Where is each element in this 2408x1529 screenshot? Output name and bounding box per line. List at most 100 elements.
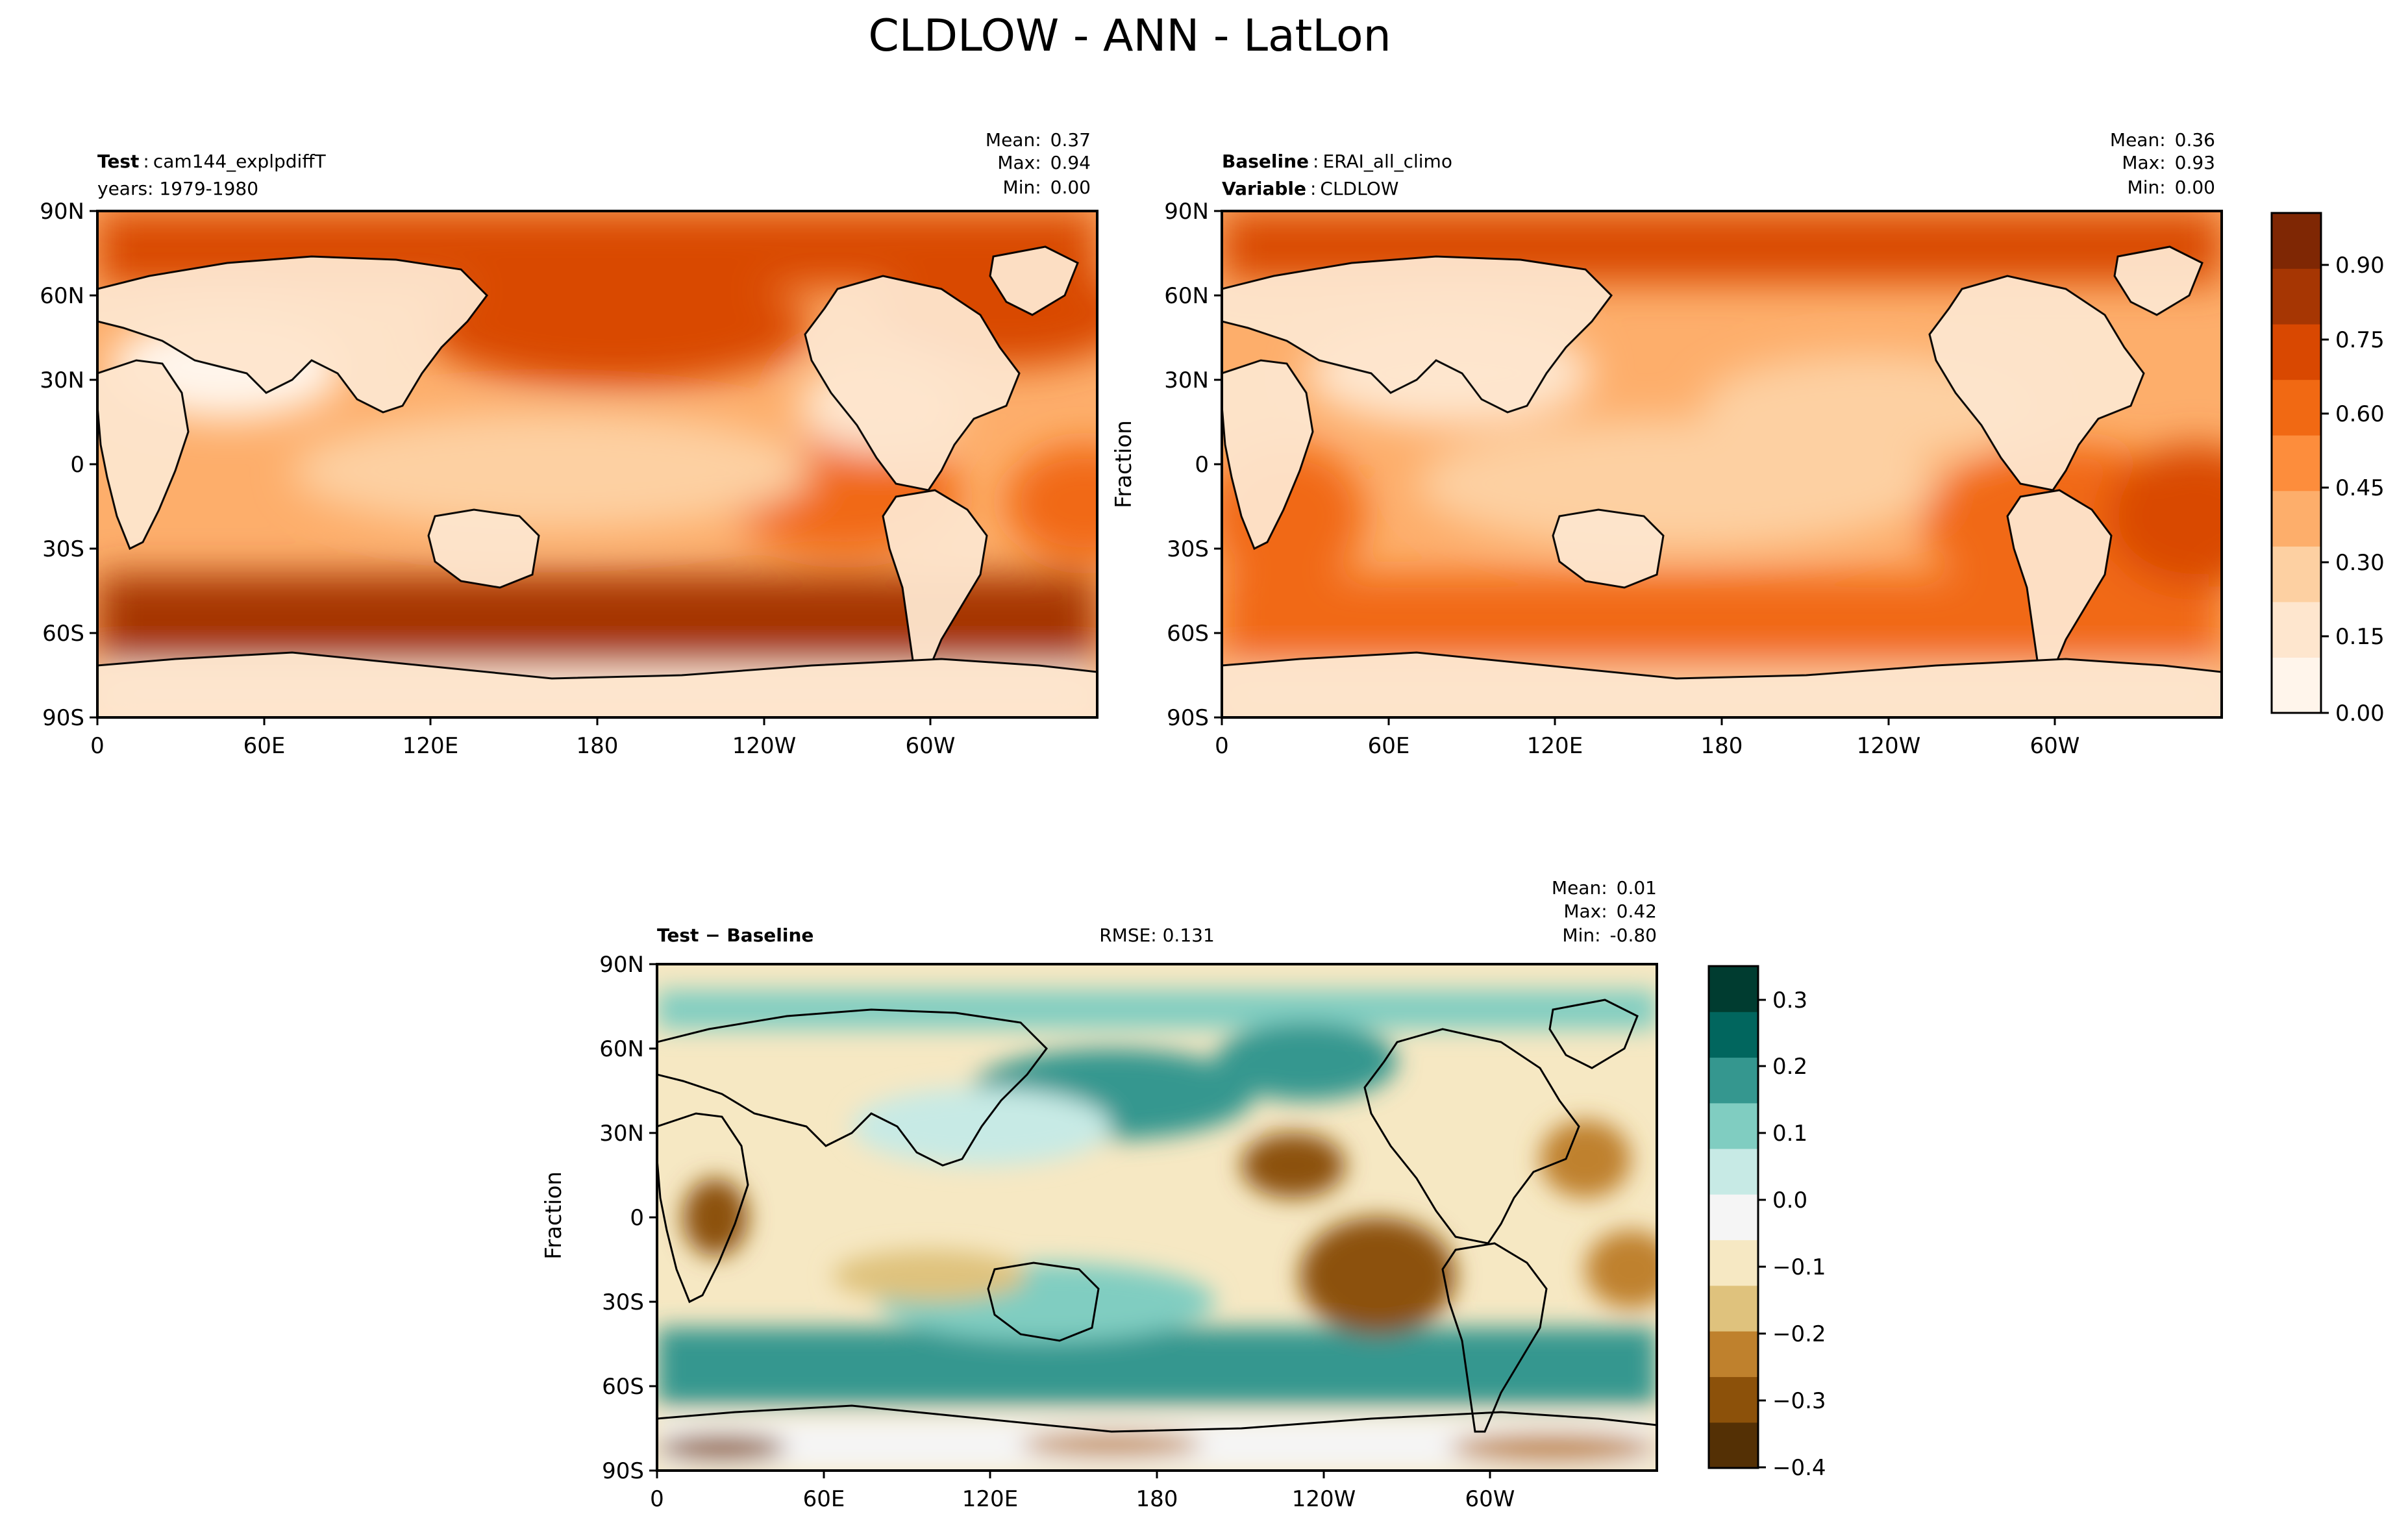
top-colorbar-tick: 0.15 — [2335, 624, 2385, 650]
top-colorbar-tick: 0.75 — [2335, 327, 2385, 353]
baseline-lat-tick: 0 — [1195, 452, 1209, 478]
baseline-lat-ticks: 90N 60N 30N 0 30S 60S 90S — [1164, 199, 1222, 731]
diff-lat-tick: 90S — [602, 1458, 644, 1484]
top-colorbar-frame — [2270, 212, 2322, 714]
diff-colorbar-segments — [1709, 966, 1758, 1469]
diff-ylabel: Fraction — [541, 1171, 567, 1260]
top-colorbar-segment — [2272, 490, 2321, 547]
baseline-ylabel: Fraction — [1111, 420, 1137, 508]
diff-colorbar-tick: −0.2 — [1772, 1321, 1826, 1347]
diff-colorbar-segment — [1709, 1102, 1758, 1149]
diff-stat-max: Max: 0.42 — [1563, 901, 1657, 922]
baseline-label: Baseline: ERAI_all_climo — [1222, 151, 1452, 172]
diff-lat-tick: 30S — [602, 1289, 644, 1315]
diff-colorbar-tick: −0.1 — [1772, 1254, 1826, 1280]
test-panel: Test: cam144_explpdiffT years: 1979-1980 … — [40, 129, 1098, 759]
test-lat-tick: 90N — [40, 199, 84, 225]
top-colorbar-tick: 0.60 — [2335, 401, 2385, 427]
baseline-lat-tick: 30N — [1164, 367, 1209, 393]
diff-colorbar-segment — [1709, 1285, 1758, 1332]
baseline-stat-mean: Mean: 0.36 — [2110, 129, 2215, 151]
diff-rmse: RMSE: 0.131 — [1099, 925, 1215, 946]
baseline-lat-tick: 60S — [1167, 621, 1209, 647]
diff-lon-tick: 120W — [1292, 1486, 1356, 1512]
test-lon-tick: 120W — [732, 733, 797, 759]
diff-colorbar-segment — [1709, 1012, 1758, 1058]
diff-colorbar-segment — [1709, 1376, 1758, 1423]
diff-lat-tick: 90N — [599, 952, 644, 978]
top-colorbar-tick: 0.45 — [2335, 475, 2385, 501]
test-lat-tick: 30N — [40, 367, 84, 393]
diff-colorbar-tick: 0.2 — [1772, 1054, 1807, 1080]
baseline-lat-tick: 90N — [1164, 199, 1209, 225]
diff-lat-tick: 60S — [602, 1374, 644, 1400]
test-stat-mean: Mean: 0.37 — [986, 129, 1091, 151]
top-colorbar-tick: 0.00 — [2335, 701, 2385, 727]
diff-colorbar-tick: −0.4 — [1772, 1455, 1826, 1481]
baseline-lon-tick: 0 — [1215, 733, 1229, 759]
diff-lon-tick: 60E — [803, 1486, 845, 1512]
baseline-lat-tick: 60N — [1164, 283, 1209, 309]
diff-lon-tick: 120E — [962, 1486, 1018, 1512]
top-colorbar-segment — [2272, 601, 2321, 658]
diff-panel: Test − Baseline RMSE: 0.131 Mean: 0.01 Ma… — [541, 877, 1658, 1512]
baseline-lon-tick: 60W — [2030, 733, 2080, 759]
test-map — [97, 211, 1097, 717]
baseline-stats: Mean: 0.36 Max: 0.93 Min: 0.00 — [2110, 129, 2215, 198]
diff-colorbar-frame — [1707, 965, 1759, 1469]
top-colorbar-segment — [2272, 435, 2321, 491]
test-lat-tick: 0 — [70, 452, 84, 478]
diff-lat-ticks: 90N 60N 30N 0 30S 60S 90S — [599, 952, 657, 1484]
diff-colorbar-segment — [1709, 1057, 1758, 1104]
test-lat-tick: 30S — [42, 536, 84, 562]
test-lat-tick: 60N — [40, 283, 84, 309]
test-label: Test: cam144_explpdiffT — [97, 151, 327, 172]
baseline-panel: Baseline: ERAI_all_climo Variable: CLDLOW … — [1111, 129, 2223, 759]
diff-stat-min: Min: -0.80 — [1562, 925, 1657, 946]
diff-colorbar-segment — [1709, 1149, 1758, 1195]
diff-lon-tick: 180 — [1136, 1486, 1178, 1512]
baseline-lat-tick: 30S — [1167, 536, 1209, 562]
baseline-lon-tick: 60E — [1368, 733, 1410, 759]
top-colorbar-segment — [2272, 657, 2321, 714]
diff-colorbar-tick: 0.3 — [1772, 988, 1807, 1013]
diff-colorbar-segment — [1709, 1239, 1758, 1286]
top-colorbar-tick: 0.30 — [2335, 550, 2385, 576]
diff-colorbar-segment — [1709, 966, 1758, 1012]
baseline-stat-min: Min: 0.00 — [2128, 177, 2215, 198]
diff-colorbar-tick: 0.0 — [1772, 1187, 1807, 1213]
test-lon-tick: 120E — [403, 733, 458, 759]
top-colorbar: 0.90 0.75 0.60 0.45 0.30 0.15 0.00 — [2270, 212, 2385, 727]
test-lon-tick: 180 — [577, 733, 619, 759]
diff-colorbar: 0.3 0.2 0.1 0.0 −0.1 −0.2 −0.3 −0.4 — [1707, 965, 1826, 1481]
diff-colorbar-segment — [1709, 1331, 1758, 1377]
diff-lat-tick: 30N — [599, 1121, 644, 1147]
figure-title: CLDLOW - ANN - LatLon — [868, 10, 1391, 62]
test-lat-ticks: 90N 60N 30N 0 30S 60S 90S — [40, 199, 97, 731]
diff-lat-tick: 60N — [599, 1036, 644, 1062]
test-lon-ticks: 0 60E 120E 180 120W 60W — [90, 717, 955, 759]
diff-colorbar-tick: 0.1 — [1772, 1121, 1807, 1147]
baseline-lon-tick: 120W — [1857, 733, 1921, 759]
top-colorbar-segment — [2272, 268, 2321, 325]
diff-stats: Mean: 0.01 Max: 0.42 Min: -0.80 — [1552, 877, 1657, 946]
diff-lat-tick: 0 — [630, 1205, 644, 1231]
diff-lon-tick: 60W — [1465, 1486, 1515, 1512]
top-colorbar-segment — [2272, 213, 2321, 269]
baseline-lon-tick: 120E — [1527, 733, 1583, 759]
test-lon-tick: 60W — [906, 733, 956, 759]
test-stat-max: Max: 0.94 — [997, 152, 1091, 173]
baseline-lat-tick: 90S — [1167, 705, 1209, 731]
baseline-lon-tick: 180 — [1701, 733, 1743, 759]
diff-stat-mean: Mean: 0.01 — [1552, 877, 1657, 899]
baseline-map — [1222, 211, 2222, 717]
top-colorbar-segment — [2272, 324, 2321, 380]
test-years: years: 1979-1980 — [97, 178, 258, 199]
baseline-stat-max: Max: 0.93 — [2122, 152, 2215, 173]
test-lat-tick: 90S — [42, 705, 84, 731]
top-colorbar-segment — [2272, 546, 2321, 603]
diff-label: Test − Baseline — [657, 925, 813, 946]
top-colorbar-segment — [2272, 379, 2321, 436]
test-lat-tick: 60S — [42, 621, 84, 647]
